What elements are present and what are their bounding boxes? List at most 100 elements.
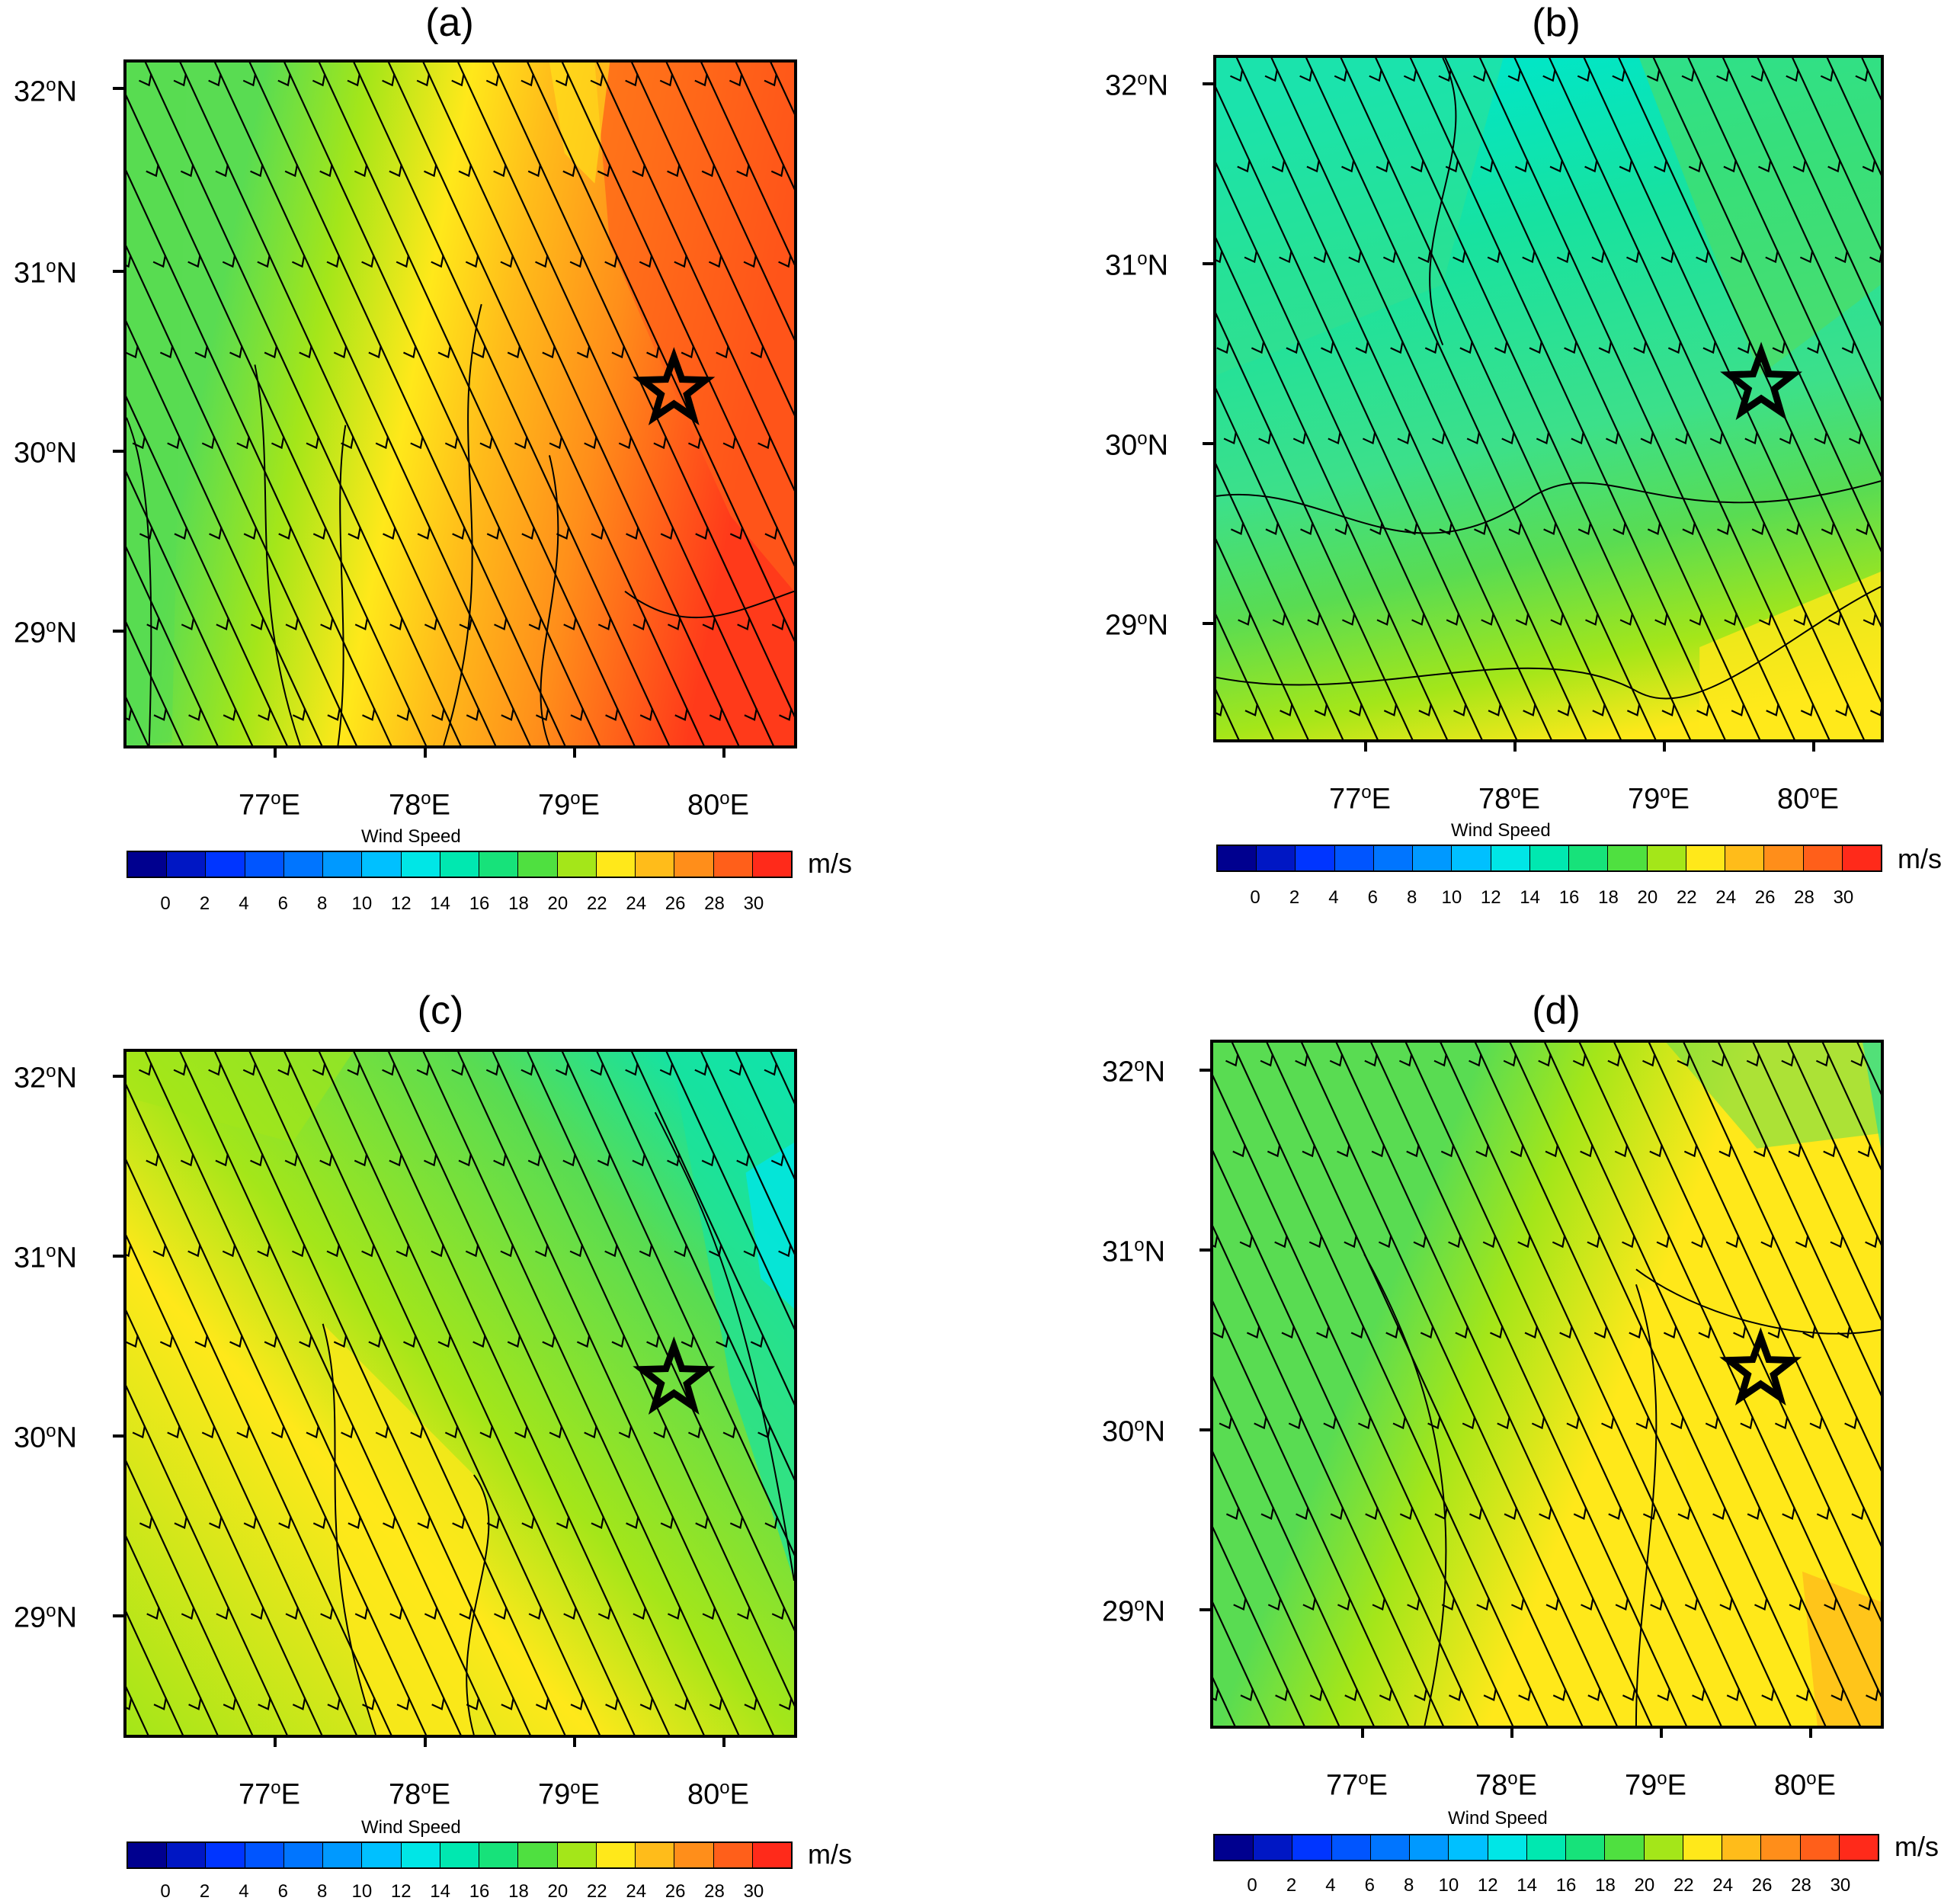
- wind-arrow-head: [1355, 341, 1369, 354]
- wind-arrow-head: [1795, 1688, 1810, 1701]
- wind-arrow-head: [764, 527, 778, 540]
- wind-arrow-head: [1614, 1144, 1629, 1158]
- wind-arrow-head: [222, 255, 236, 268]
- wind-arrow-head: [1216, 250, 1223, 264]
- wind-arrow-head: [1663, 1325, 1677, 1339]
- colorbar-label: 4: [1325, 1875, 1336, 1896]
- wind-arrow-head: [396, 1244, 410, 1258]
- wind-arrow-head: [494, 1607, 508, 1620]
- wind-arrow-head: [152, 1244, 167, 1258]
- wind-arrow-head: [1725, 1235, 1740, 1248]
- wind-arrow-head: [1237, 159, 1251, 173]
- wind-arrow-head: [1406, 1144, 1420, 1158]
- colorbar-swatch: [596, 852, 636, 877]
- colorbar: [1213, 1834, 1879, 1861]
- wind-arrow-head: [1626, 250, 1640, 264]
- wind-arrow-head: [764, 1516, 778, 1530]
- colorbar-label: 12: [1477, 1875, 1498, 1896]
- wind-arrow-head: [127, 1697, 133, 1710]
- y-tick: [113, 450, 123, 453]
- wind-arrow-head: [1488, 704, 1501, 716]
- wind-arrow-head: [383, 527, 396, 540]
- wind-arrow-head: [494, 617, 508, 630]
- wind-arrow-head: [1404, 522, 1418, 535]
- wind-arrow-head: [681, 345, 695, 359]
- wind-arrow-head: [702, 1607, 716, 1620]
- wind-streamline: [127, 546, 219, 745]
- wind-arrow-head: [1585, 613, 1599, 626]
- wind-arrow-head: [1717, 522, 1731, 535]
- wind-arrow-head: [1449, 1688, 1462, 1701]
- wind-arrow-head: [1835, 704, 1849, 716]
- wind-arrow-head: [479, 436, 493, 450]
- wind-arrow-head: [1476, 1598, 1490, 1611]
- wind-arrow-head: [1740, 1416, 1754, 1430]
- wind-arrow-head: [584, 1425, 597, 1439]
- wind-arrow-head: [1473, 69, 1487, 82]
- wind-arrow-head: [451, 1063, 465, 1076]
- wind-arrow-head: [708, 255, 722, 268]
- wind-arrow-head: [1622, 1235, 1635, 1248]
- wind-arrow-head: [257, 255, 271, 268]
- wind-arrow-head: [632, 164, 645, 178]
- wind-arrow-head: [1240, 1688, 1254, 1701]
- wind-arrow-head: [1514, 159, 1529, 173]
- wind-arrow-head: [459, 617, 472, 630]
- wind-arrow-head: [1349, 704, 1363, 716]
- wind-arrow-head: [1487, 250, 1501, 264]
- wind-arrow-head: [521, 1516, 535, 1530]
- colorbar-label: 0: [160, 1881, 171, 1902]
- wind-arrow-head: [1661, 250, 1674, 264]
- wind-arrow-head: [1746, 1053, 1760, 1067]
- wind-arrow-head: [292, 1697, 306, 1710]
- wind-arrow-head: [1481, 613, 1494, 626]
- wind-arrow-head: [416, 73, 431, 87]
- wind-arrow-head: [258, 708, 271, 721]
- colorbar-swatch: [323, 1843, 363, 1867]
- wind-arrow-head: [556, 73, 569, 87]
- wind-arrow-head: [1539, 1507, 1552, 1521]
- wind-arrow-head: [1213, 1688, 1219, 1701]
- wind-arrow-head: [1712, 1053, 1725, 1067]
- wind-arrow-head: [1414, 1688, 1427, 1701]
- wind-arrow-head: [1244, 250, 1258, 264]
- colorbar-label: 8: [317, 893, 328, 914]
- wind-arrow-head: [1515, 613, 1529, 626]
- wind-arrow-head: [271, 436, 285, 450]
- wind-arrow-head: [1433, 1053, 1447, 1067]
- wind-arrow-head: [146, 1607, 160, 1620]
- wind-arrow-head: [1650, 1598, 1664, 1611]
- wind-arrow-head: [159, 345, 174, 359]
- wind-arrow-head: [1834, 250, 1848, 264]
- y-label: 30oN: [1102, 1415, 1166, 1448]
- wind-arrow-head: [1857, 1144, 1872, 1158]
- colorbar-swatch: [1218, 846, 1257, 870]
- x-tick: [1812, 741, 1815, 752]
- wind-arrow-head: [1786, 522, 1800, 535]
- wind-arrow-head: [1606, 431, 1619, 445]
- x-tick: [274, 1736, 277, 1747]
- wind-arrow-head: [1869, 252, 1881, 264]
- wind-arrow-head: [278, 527, 292, 540]
- wind-arrow-head: [459, 1607, 472, 1620]
- wind-arrow-head: [1321, 341, 1334, 354]
- wind-arrow-head: [437, 345, 451, 359]
- wind-arrow-head: [770, 164, 785, 178]
- colorbar-swatch: [206, 852, 245, 877]
- y-tick: [113, 630, 123, 633]
- wind-arrow-head: [729, 1063, 743, 1076]
- colorbar-label: 20: [547, 893, 569, 914]
- wind-arrow-head: [326, 255, 340, 268]
- wind-arrow-head: [326, 1244, 340, 1258]
- wind-arrow-head: [674, 1697, 688, 1710]
- wind-arrow-head: [535, 1697, 549, 1710]
- wind-arrow-head: [1543, 522, 1557, 535]
- wind-arrow-head: [1348, 250, 1362, 264]
- colorbar-swatch: [1373, 846, 1414, 870]
- wind-arrow-head: [215, 164, 229, 178]
- wind-speed-field: [127, 1052, 794, 1735]
- wind-arrow-head: [1281, 1325, 1295, 1339]
- wind-arrow-head: [1390, 341, 1404, 354]
- wind-arrow-head: [174, 1516, 187, 1530]
- wind-arrow-head: [1564, 341, 1577, 354]
